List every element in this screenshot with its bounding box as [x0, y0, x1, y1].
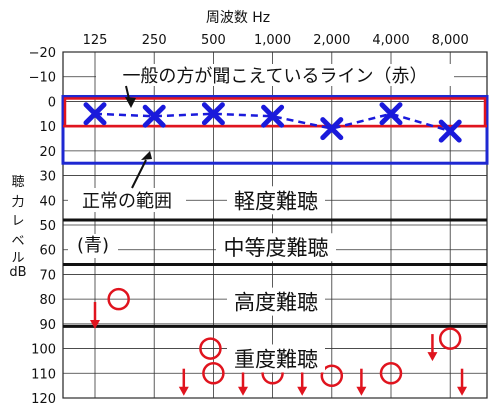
no-response-arrow — [178, 368, 189, 396]
y-tick-label: 10 — [39, 120, 56, 135]
normal-range-box — [61, 94, 489, 165]
threshold-circle — [379, 362, 403, 385]
series-layer — [83, 102, 462, 143]
no-response-arrow-head — [90, 319, 100, 329]
threshold-circle — [320, 364, 344, 388]
annotation-arrow — [131, 159, 147, 189]
no-response-arrow — [427, 334, 438, 362]
y-axis-label-char: ル — [11, 251, 24, 266]
no-response-arrow-head — [297, 386, 308, 396]
y-axis-label-char: dB — [9, 265, 26, 280]
y-tick-label: 100 — [31, 343, 56, 358]
no-response-arrow — [297, 368, 308, 396]
x-marker-stroke — [201, 102, 225, 126]
chart-title: 周波数 Hz — [206, 10, 270, 26]
no-response-arrow — [457, 368, 468, 396]
band-label-bg — [227, 344, 325, 373]
band-label-bg — [227, 186, 325, 215]
x-marker — [201, 102, 225, 126]
x-marker-stroke — [83, 102, 107, 126]
normal-range-layer — [61, 94, 489, 165]
annotation-arrow-head — [125, 97, 136, 108]
x-marker — [261, 104, 285, 128]
y-tick-label: 40 — [39, 194, 56, 209]
x-marker — [438, 119, 462, 143]
severity-band-label: 中等度難聴 — [224, 236, 329, 260]
threshold-circle — [199, 337, 222, 360]
x-marker — [320, 117, 344, 141]
x-tick-label: 500 — [201, 33, 226, 48]
threshold-circle — [107, 287, 130, 311]
normal-line-annotation: 一般の方が聞こえているライン（赤） — [122, 66, 427, 87]
severity-band-label: 重度難聴 — [234, 347, 318, 371]
y-tick-label: 110 — [31, 367, 56, 382]
annotation-bg — [68, 234, 118, 258]
x-tick-label: 2,000 — [313, 33, 350, 48]
normal-hearing-frame — [63, 97, 487, 128]
text-layer: 周波数 Hz −20 −10 0 10 20 30 40 50 60 70 80 90 100 110 12… — [9, 10, 468, 407]
x-marker-stroke — [142, 104, 166, 128]
normal-range-color-annotation: (青) — [77, 235, 109, 256]
annotation-bg — [68, 188, 186, 212]
no-response-arrow-head — [427, 352, 438, 362]
x-marker — [379, 102, 403, 126]
x-marker — [83, 102, 107, 126]
y-tick-label: 80 — [39, 293, 56, 308]
y-tick-label: 120 — [31, 392, 56, 407]
x-tick-label: 250 — [142, 33, 167, 48]
y-axis-label-char: 力 — [11, 195, 24, 210]
y-tick-label: 50 — [39, 219, 56, 234]
x-marker-stroke — [261, 104, 285, 128]
y-tick-label: 0 — [48, 95, 56, 110]
y-axis-label-char: ベ — [11, 234, 24, 249]
y-tick-label: 70 — [39, 268, 56, 283]
no-response-arrow-head — [178, 386, 189, 396]
severity-band-label: 高度難聴 — [234, 291, 318, 315]
no-response-arrow-head — [457, 386, 468, 396]
no-response-arrow — [238, 368, 248, 396]
y-tick-label: 60 — [39, 244, 56, 259]
no-response-arrow-head — [356, 386, 367, 396]
x-tick-label: 4,000 — [372, 33, 409, 48]
y-tick-label: −20 — [29, 46, 56, 61]
threshold-circle — [202, 362, 225, 385]
no-response-arrow — [356, 368, 367, 396]
x-marker-stroke — [438, 119, 462, 143]
normal-range-annotation: 正常の範囲 — [82, 191, 172, 212]
x-tick-label: 1,000 — [254, 33, 291, 48]
band-label-bg — [216, 233, 336, 262]
y-tick-label: 20 — [39, 145, 56, 160]
threshold-circle — [438, 327, 462, 350]
band-lines — [63, 218, 487, 328]
no-response-arrow-head — [238, 386, 248, 396]
x-tick-label: 8,000 — [432, 33, 469, 48]
y-axis-label-char: 聴 — [11, 175, 24, 190]
x-marker — [142, 104, 166, 128]
annotation-bg — [96, 64, 454, 86]
x-tick-label: 125 — [83, 33, 108, 48]
band-label-bg — [227, 287, 325, 316]
annotation-arrow-head — [141, 151, 152, 160]
y-axis-label-char: レ — [11, 214, 24, 229]
severity-band-label: 軽度難聴 — [234, 189, 318, 213]
x-marker-stroke — [379, 102, 403, 126]
no-response-arrow — [90, 301, 100, 329]
y-tick-label: −10 — [29, 71, 56, 86]
x-marker-stroke — [320, 117, 344, 141]
y-tick-label: 30 — [39, 170, 56, 185]
y-tick-label: 90 — [39, 318, 56, 333]
